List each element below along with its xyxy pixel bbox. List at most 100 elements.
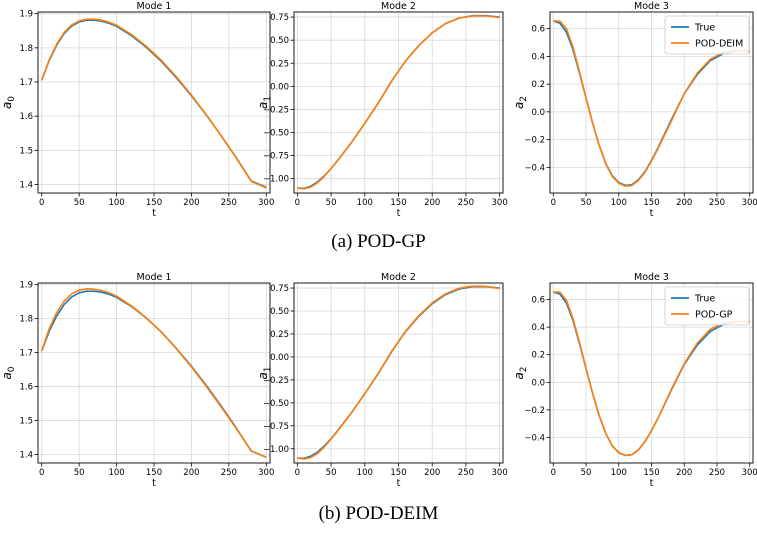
x-tick-label: 250	[709, 468, 725, 478]
x-tick-label: 50	[326, 198, 337, 208]
legend: True POD-DEIM	[664, 15, 750, 55]
subplot-1: 0 50 100 150 200 250 300 1.4 1.5 1.6 1.7 1.8 1.9 Mode…	[0, 1, 274, 219]
y-tick-label: 1.4	[19, 180, 33, 190]
y-tick-label: 0.50	[270, 307, 289, 317]
y-tick-label: 1.8	[19, 315, 33, 325]
y-tick-label: 0.25	[270, 59, 289, 69]
subplot-title: Mode 2	[381, 272, 416, 283]
x-tick-label: 300	[742, 468, 757, 478]
y-tick-label: −0.75	[263, 152, 289, 162]
subplot-title: Mode 2	[381, 1, 416, 12]
y-tick-label: 1.8	[19, 44, 33, 54]
y-tick-label: 0.75	[270, 13, 289, 23]
y-tick-label: 0.00	[270, 82, 289, 92]
x-axis-label: t	[397, 208, 401, 219]
x-axis-label: t	[152, 478, 156, 489]
x-axis-label: t	[152, 208, 156, 219]
y-axis-label: a1	[256, 96, 273, 109]
y-tick-label: −0.4	[524, 433, 545, 443]
x-tick-label: 50	[74, 468, 85, 478]
subplot-title: Mode 1	[137, 272, 172, 283]
x-tick-label: 250	[458, 198, 474, 208]
x-tick-label: 150	[146, 198, 162, 208]
y-tick-label: 0.50	[270, 36, 289, 46]
caption-a: (a) POD-GP	[331, 231, 426, 252]
x-axis-label: t	[650, 208, 654, 219]
series-line-approx	[297, 15, 500, 190]
x-tick-label: 300	[742, 198, 757, 208]
subplot-title: Mode 3	[634, 1, 669, 12]
y-tick-label: 1.7	[19, 349, 33, 359]
y-tick-label: −0.50	[263, 129, 289, 139]
x-tick-label: 300	[492, 468, 508, 478]
x-tick-label: 150	[146, 468, 162, 478]
subplot-title: Mode 1	[137, 1, 172, 12]
x-tick-label: 100	[357, 468, 373, 478]
x-tick-label: 100	[611, 198, 627, 208]
y-tick-label: 1.9	[19, 281, 33, 291]
x-tick-label: 0	[295, 468, 300, 478]
x-tick-label: 200	[676, 198, 692, 208]
y-axis-label: a2	[512, 96, 529, 109]
y-tick-label: −1.00	[263, 445, 289, 455]
x-tick-label: 150	[643, 198, 659, 208]
y-tick-label: 1.5	[19, 417, 33, 427]
x-axis-label: t	[397, 478, 401, 489]
y-axis-label: a1	[256, 366, 273, 379]
y-tick-label: −0.75	[263, 422, 289, 432]
legend-box	[664, 286, 750, 326]
y-tick-label: −0.50	[263, 399, 289, 409]
x-axis-label: t	[650, 478, 654, 489]
y-tick-label: 0.2	[531, 80, 545, 90]
y-tick-label: 0.75	[270, 284, 289, 294]
y-tick-label: 0.0	[531, 108, 545, 118]
y-axis-label: a0	[0, 366, 17, 379]
y-tick-label: −0.25	[263, 105, 289, 115]
x-tick-label: 100	[611, 468, 627, 478]
x-tick-label: 200	[424, 198, 440, 208]
y-tick-label: −0.2	[524, 136, 545, 146]
y-tick-label: −0.4	[524, 163, 545, 173]
x-tick-label: 50	[326, 468, 337, 478]
x-tick-label: 150	[390, 468, 406, 478]
y-tick-label: 0.4	[531, 52, 545, 62]
legend: True POD-GP	[664, 286, 750, 326]
x-tick-label: 200	[424, 468, 440, 478]
subplot-4: 0 50 100 150 200 250 300 1.4 1.5 1.6 1.7 1.8 1.9 Mode…	[0, 272, 274, 489]
subplot-3: 0 50 100 150 200 250 300 −0.4 −0.2 0.0 0.2 0.4 0.6 Mo…	[512, 1, 757, 219]
x-tick-label: 250	[458, 468, 474, 478]
y-tick-label: 0.0	[531, 378, 545, 388]
x-tick-label: 0	[39, 468, 44, 478]
subplot-2: 0 50 100 150 200 250 300 −1.00 −0.75 −0.50 −0.25 0.…	[256, 1, 508, 219]
y-tick-label: 1.7	[19, 78, 33, 88]
x-tick-label: 50	[581, 198, 592, 208]
series-line-approx	[297, 285, 500, 460]
series-line-approx	[553, 291, 750, 457]
x-tick-label: 100	[108, 468, 124, 478]
x-tick-label: 250	[709, 198, 725, 208]
x-tick-label: 300	[258, 198, 274, 208]
y-tick-label: 1.4	[19, 451, 33, 461]
x-tick-label: 300	[258, 468, 274, 478]
y-tick-label: 0.4	[531, 323, 545, 333]
legend-label: POD-DEIM	[695, 39, 743, 50]
y-tick-label: −1.00	[263, 175, 289, 185]
legend-label: True	[694, 294, 715, 305]
x-tick-label: 200	[183, 198, 199, 208]
x-tick-label: 150	[390, 198, 406, 208]
y-tick-label: 1.6	[19, 112, 33, 122]
series-line-approx	[553, 20, 750, 187]
y-axis-label: a0	[0, 96, 17, 109]
x-tick-label: 200	[676, 468, 692, 478]
y-axis-label: a2	[512, 366, 529, 379]
x-tick-label: 250	[221, 198, 237, 208]
x-tick-label: 100	[108, 198, 124, 208]
legend-label: True	[694, 23, 715, 34]
y-tick-label: 1.9	[19, 10, 33, 20]
x-tick-label: 250	[221, 468, 237, 478]
y-tick-label: 0.25	[270, 330, 289, 340]
y-tick-label: −0.25	[263, 376, 289, 386]
x-tick-label: 50	[74, 198, 85, 208]
x-tick-label: 0	[551, 468, 556, 478]
legend-box	[664, 15, 750, 55]
